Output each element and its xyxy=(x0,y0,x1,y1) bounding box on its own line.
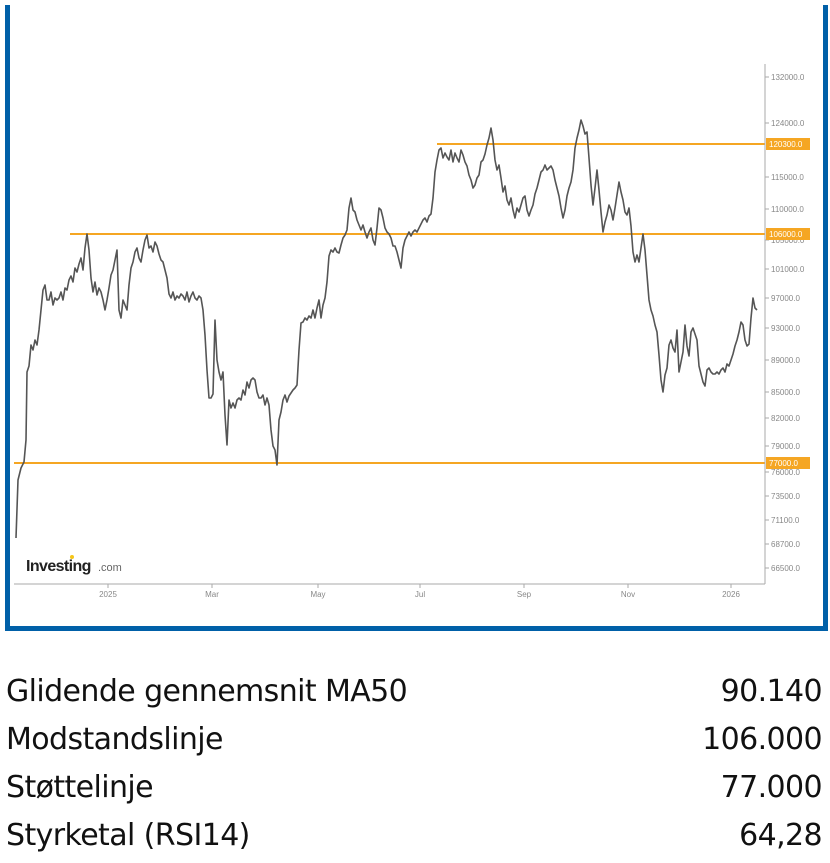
stat-value: 64,28 xyxy=(739,818,822,853)
x-tick-label: 2026 xyxy=(722,590,740,599)
y-axis-ticks: 132000.0 124000.0 115000.0 110000.0 105000.0… xyxy=(765,73,805,573)
y-tick-label: 101000.0 xyxy=(771,265,805,274)
x-axis-ticks: 2025 Mar May Jul Sep Nov 2026 xyxy=(99,584,740,599)
y-tick-label: 79000.0 xyxy=(771,442,800,451)
logo-dot-icon xyxy=(70,555,74,559)
price-line xyxy=(15,119,758,539)
stat-label: Modstandslinje xyxy=(6,722,223,757)
resistance-label-bg xyxy=(766,228,810,240)
x-tick-label: May xyxy=(310,590,325,599)
resistance-high-label: 120300.0 xyxy=(769,140,803,149)
y-tick-label: 68700.0 xyxy=(771,540,800,549)
x-tick-label: Mar xyxy=(205,590,219,599)
stat-value: 77.000 xyxy=(720,770,823,805)
x-tick-label: 2025 xyxy=(99,590,117,599)
y-tick-label: 76000.0 xyxy=(771,468,800,477)
level-labels: 120300.0 106000.0 77000.0 xyxy=(766,138,810,469)
chart-frame xyxy=(5,5,828,631)
y-tick-label: 105000.0 xyxy=(771,236,805,245)
y-tick-label: 71100.0 xyxy=(771,516,800,525)
y-tick-label: 66500.0 xyxy=(771,564,800,573)
y-tick-label: 124000.0 xyxy=(771,119,805,128)
stat-row-rsi: Styrketal (RSI14) 64,28 xyxy=(0,814,830,862)
stat-value: 90.140 xyxy=(720,674,823,709)
investing-logo: Investing .com xyxy=(26,555,122,575)
stat-label: Støttelinje xyxy=(6,770,154,805)
support-label-bg xyxy=(766,457,810,469)
y-tick-label: 97000.0 xyxy=(771,294,800,303)
stat-row-resistance: Modstandslinje 106.000 xyxy=(0,718,830,766)
logo-brand: Investing xyxy=(26,558,91,575)
x-tick-label: Nov xyxy=(621,590,635,599)
y-tick-label: 115000.0 xyxy=(771,173,804,182)
resistance-high-label-bg xyxy=(766,138,810,150)
level-lines xyxy=(14,143,765,464)
y-tick-label: 82000.0 xyxy=(771,414,800,423)
support-label: 77000.0 xyxy=(769,459,798,468)
x-tick-label: Jul xyxy=(415,590,425,599)
stat-row-support: Støttelinje 77.000 xyxy=(0,766,830,814)
logo-suffix: .com xyxy=(98,562,122,574)
price-chart: 132000.0 124000.0 115000.0 110000.0 105000.0… xyxy=(14,64,810,599)
stat-row-ma50: Glidende gennemsnit MA50 90.140 xyxy=(0,670,830,718)
y-tick-label: 85000.0 xyxy=(771,388,800,397)
y-tick-label: 93000.0 xyxy=(771,324,800,333)
y-tick-label: 110000.0 xyxy=(771,205,804,214)
resistance-label: 106000.0 xyxy=(769,230,803,239)
y-tick-label: 73500.0 xyxy=(771,492,800,501)
y-tick-label: 132000.0 xyxy=(771,73,805,82)
stat-label: Glidende gennemsnit MA50 xyxy=(6,674,408,709)
y-tick-label: 89000.0 xyxy=(771,356,800,365)
stat-value: 106.000 xyxy=(702,722,822,757)
stat-label: Styrketal (RSI14) xyxy=(6,818,250,853)
x-tick-label: Sep xyxy=(517,590,532,599)
stats-table: Glidende gennemsnit MA50 90.140 Modstand… xyxy=(0,670,830,862)
